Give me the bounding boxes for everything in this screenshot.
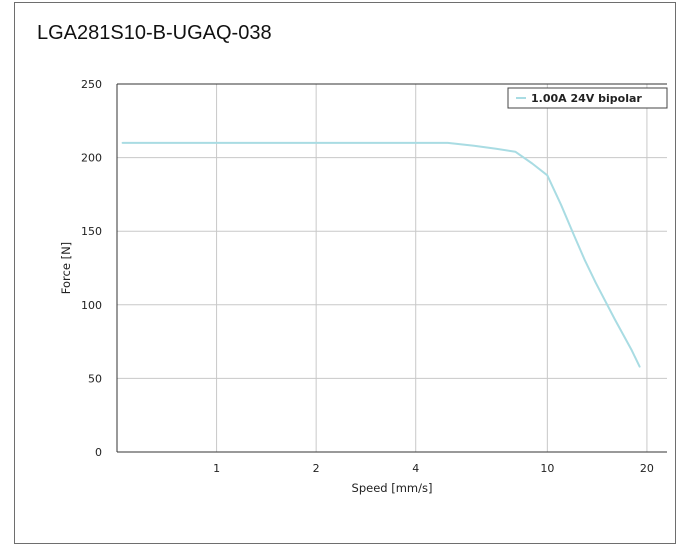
y-tick-label: 250: [81, 78, 102, 91]
x-tick-label: 2: [313, 462, 320, 475]
series-line: [121, 141, 641, 368]
x-tick-label: 1: [213, 462, 220, 475]
x-axis-label: Speed [mm/s]: [352, 481, 433, 495]
x-tick-label: 20: [640, 462, 654, 475]
legend-entry: 1.00A 24V bipolar: [531, 92, 642, 105]
y-axis-label: Force [N]: [59, 242, 73, 294]
legend: 1.00A 24V bipolar: [507, 87, 668, 109]
chart-title: LGA281S10-B-UGAQ-038: [37, 22, 272, 44]
y-tick-label: 100: [81, 299, 102, 312]
y-tick-label: 200: [81, 152, 102, 165]
x-tick-label: 10: [540, 462, 554, 475]
y-tick-label: 150: [81, 225, 102, 238]
y-tick-label: 0: [95, 446, 102, 459]
y-tick-label: 50: [88, 372, 102, 385]
x-tick-label: 4: [412, 462, 419, 475]
